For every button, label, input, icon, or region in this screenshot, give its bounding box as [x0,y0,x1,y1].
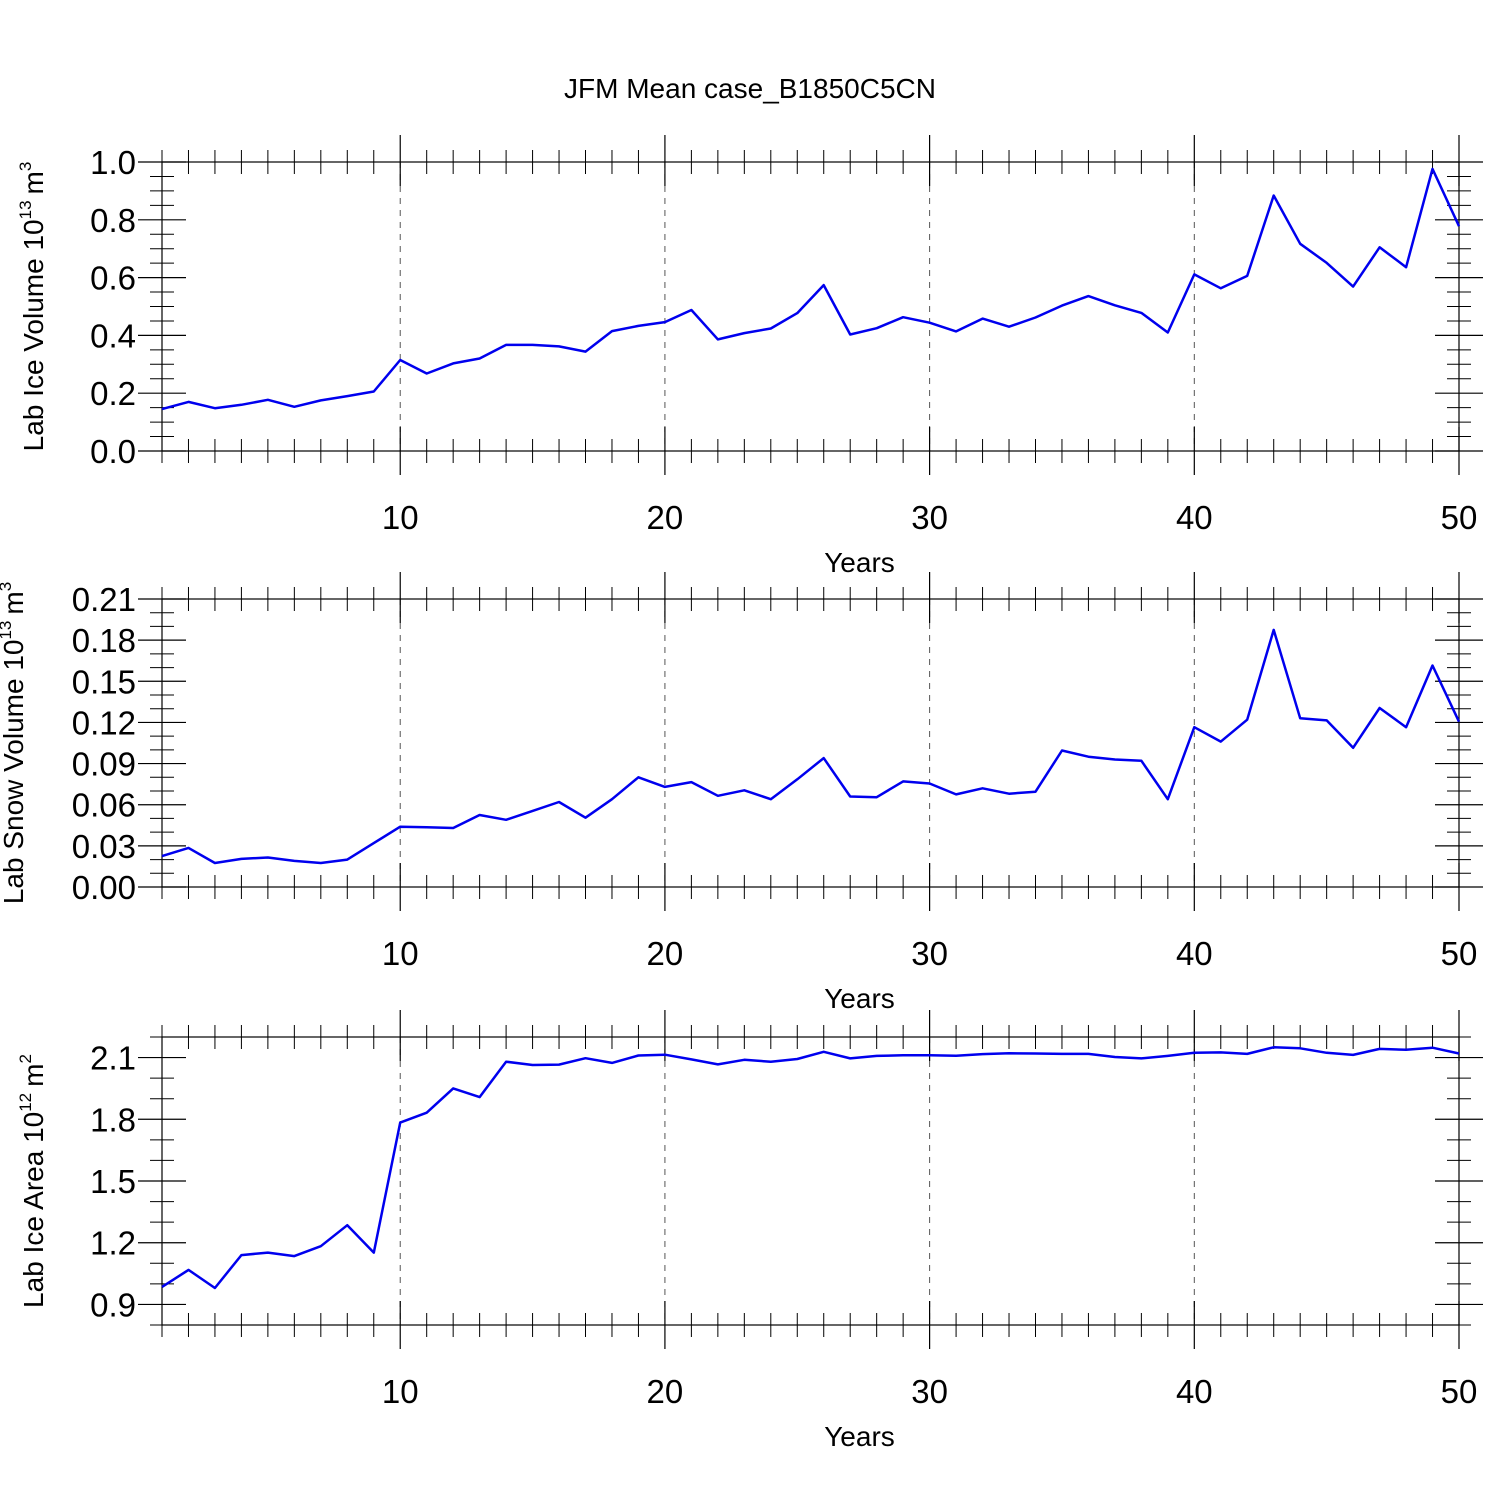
x-tick-label: 20 [647,499,684,536]
y-tick-label: 2.1 [90,1040,136,1077]
x-tick-label: 50 [1441,499,1478,536]
y-label-unit-exponent: 3 [0,582,15,591]
chart-title: JFM Mean case_B1850C5CN [564,73,936,104]
y-tick-label: 0.21 [72,581,136,618]
y-label-unit-exponent: 3 [16,162,35,171]
y-axis-label: Lab Ice Volume 1013 m3 [16,162,49,452]
y-tick-label: 1.2 [90,1225,136,1262]
y-tick-label: 0.0 [90,433,136,470]
y-tick-label: 1.8 [90,1101,136,1138]
y-tick-label: 1.0 [90,144,136,181]
y-axis-label: Lab Snow Volume 1013 m3 [0,582,29,904]
y-tick-label: 0.00 [72,869,136,906]
x-tick-label: 20 [647,1373,684,1410]
y-tick-label: 0.8 [90,202,136,239]
x-tick-label: 10 [382,499,419,536]
y-tick-label: 0.15 [72,663,136,700]
y-tick-label: 0.03 [72,828,136,865]
y-tick-label: 1.5 [90,1163,136,1200]
x-tick-label: 30 [911,1373,948,1410]
x-axis-label: Years [824,1421,895,1452]
plot-frame [161,1036,1460,1326]
x-tick-label: 50 [1441,1373,1478,1410]
x-tick-label: 40 [1176,1373,1213,1410]
y-tick-label: 0.09 [72,746,136,783]
panel-snow-volume: 10 20 30 40 50 0.00 0.03 0.06 0.09 0.12 0.15 0.18 0.… [0,572,1483,1014]
x-tick-label: 20 [647,935,684,972]
y-label-text: Lab Ice Volume 10 [18,219,49,451]
x-tick-label: 40 [1176,499,1213,536]
x-tick-label: 50 [1441,935,1478,972]
y-label-exponent: 12 [16,1093,35,1112]
x-tick-label: 30 [911,935,948,972]
y-label-text: Lab Ice Area 10 [18,1112,49,1308]
y-tick-label: 0.06 [72,787,136,824]
y-tick-label: 0.12 [72,704,136,741]
y-tick-label: 0.4 [90,317,136,354]
y-axis-label: Lab Ice Area 1012 m2 [16,1054,49,1308]
panel-ice-area: 10 20 30 40 50 0.9 1.2 1.5 1.8 2.1 Years Lab Ice Ar… [16,1010,1483,1452]
x-axis-label: Years [824,547,895,578]
y-label-unit: m [0,591,29,614]
plot-frame [161,598,1460,888]
x-axis-label: Years [824,983,895,1014]
x-tick-label: 10 [382,1373,419,1410]
y-label-unit: m [18,171,49,194]
y-label-unit-exponent: 2 [16,1054,35,1063]
series-line [161,1046,1460,1290]
series-line [161,628,1461,865]
y-label-exponent: 13 [0,621,15,640]
y-label-unit: m [18,1064,49,1087]
series-line [161,167,1461,411]
y-tick-label: 0.18 [72,622,136,659]
y-tick-label: 0.9 [90,1286,136,1323]
y-label-exponent: 13 [16,200,35,219]
x-tick-label: 10 [382,935,419,972]
plot-frame [161,161,1460,452]
x-tick-label: 40 [1176,935,1213,972]
panel-ice-volume: 10 20 30 40 50 0.0 0.2 0.4 0.6 0.8 1.0 Years Lab Ice… [16,135,1483,578]
x-tick-label: 30 [911,499,948,536]
y-tick-label: 0.6 [90,260,136,297]
y-label-text: Lab Snow Volume 10 [0,640,29,905]
y-tick-label: 0.2 [90,375,136,412]
